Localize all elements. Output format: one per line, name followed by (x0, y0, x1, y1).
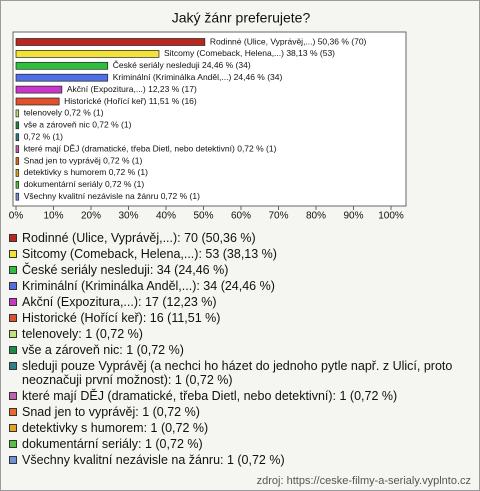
legend-label: dokumentární seriály: 1 (0,72 %) (22, 437, 203, 451)
legend-item: Akční (Expozitura,...): 17 (12,23 %) (9, 295, 459, 309)
x-tick-label: 30% (118, 211, 138, 222)
legend-swatch (9, 456, 17, 464)
bar (15, 121, 20, 130)
legend-item: sleduji pouze Vyprávěj (a nechci ho háze… (9, 359, 459, 387)
bar (15, 73, 109, 82)
legend-item: Snad jen to vyprávěj: 1 (0,72 %) (9, 405, 459, 419)
value-label: Všechny kvalitní nezávisle na žánru 0,72… (24, 191, 200, 201)
bar (15, 38, 206, 46)
value-label: Rodinné (Ulice, Vyprávěj,...) 50,36 % (7… (210, 36, 367, 46)
legend-label: České seriály nesleduji: 34 (24,46 %) (22, 263, 229, 277)
legend-item: vše a zároveň nic: 1 (0,72 %) (9, 343, 459, 357)
bar (15, 157, 20, 165)
legend-item: telenovely: 1 (0,72 %) (9, 327, 459, 341)
source: zdroj: https://ceske-filmy-a-serialy.vyp… (256, 475, 471, 487)
x-tick-label: 80% (306, 211, 326, 222)
legend-swatch (9, 330, 17, 338)
legend-swatch (9, 266, 17, 274)
legend-label: sleduji pouze Vyprávěj (a nechci ho háze… (22, 359, 453, 387)
legend-label: vše a zároveň nic: 1 (0,72 %) (22, 343, 184, 357)
legend-swatch (9, 362, 17, 370)
value-label: Sitcomy (Comeback, Helena,...) 38,13 % (… (164, 48, 335, 58)
bar (15, 61, 109, 70)
bar (15, 50, 160, 58)
legend-label: Rodinné (Ulice, Vyprávěj,...): 70 (50,36… (22, 231, 256, 245)
legend-item: Sitcomy (Comeback, Helena,...): 53 (38,1… (9, 247, 459, 261)
value-label: které mají DĚJ (dramatické, třeba Dietl,… (24, 143, 277, 153)
legend-swatch (9, 392, 17, 400)
value-label: dokumentární seriály 0,72 % (1) (24, 179, 145, 189)
value-label: detektivky s humorem 0,72 % (1) (24, 167, 148, 177)
value-label: telenovely 0,72 % (1) (24, 108, 104, 118)
x-tick-label: 50% (193, 211, 213, 222)
value-label: České seriály nesleduji 24,46 % (34) (113, 60, 251, 70)
legend-swatch (9, 440, 17, 448)
x-tick-label: 60% (231, 211, 251, 222)
legend-swatch (9, 314, 17, 322)
plot-area (12, 31, 407, 207)
bar (15, 169, 20, 177)
legend-swatch (9, 346, 17, 354)
bar (15, 192, 20, 201)
x-tick-label: 90% (343, 211, 363, 222)
legend-swatch (9, 408, 17, 416)
legend-label: detektivky s humorem: 1 (0,72 %) (22, 421, 209, 435)
bar (15, 133, 20, 142)
x-tick-label: 20% (81, 211, 101, 222)
bar (15, 97, 60, 106)
legend-swatch (9, 424, 17, 432)
legend-item: Všechny kvalitní nezávisle na žánru: 1 (… (9, 453, 459, 467)
legend-label: Kriminální (Kriminálka Anděl,...): 34 (2… (22, 279, 275, 293)
legend-label: které mají DĚJ (dramatické, třeba Dietl,… (22, 389, 398, 403)
legend-item: Rodinné (Ulice, Vyprávěj,...): 70 (50,36… (9, 231, 459, 245)
bar (15, 109, 20, 118)
legend-label: Všechny kvalitní nezávisle na žánru: 1 (… (22, 453, 285, 467)
legend-label: Akční (Expozitura,...): 17 (12,23 %) (22, 295, 217, 309)
x-tick-label: 70% (268, 211, 288, 222)
x-tick-label: 10% (43, 211, 63, 222)
value-label: Kriminální (Kriminálka Anděl,...) 24,46 … (113, 72, 283, 82)
legend-item: detektivky s humorem: 1 (0,72 %) (9, 421, 459, 435)
bar (15, 85, 63, 94)
value-label: Akční (Expozitura,...) 12,23 % (17) (67, 84, 197, 94)
legend-label: Snad jen to vyprávěj: 1 (0,72 %) (22, 405, 200, 419)
legend-item: České seriály nesleduji: 34 (24,46 %) (9, 263, 459, 277)
legend-label: Sitcomy (Comeback, Helena,...): 53 (38,1… (22, 247, 277, 261)
legend-label: Historické (Hořící keř): 16 (11,51 %) (22, 311, 221, 325)
legend-swatch (9, 298, 17, 306)
legend-swatch (9, 234, 17, 242)
x-tick-label: 100% (378, 211, 404, 222)
legend-item: dokumentární seriály: 1 (0,72 %) (9, 437, 459, 451)
chart-title: Jaký žánr preferujete? (172, 10, 311, 26)
value-label: Historické (Hořící keř) 11,51 % (16) (64, 96, 197, 106)
legend-swatch (9, 282, 17, 290)
value-label: 0,72 % (1) (24, 131, 63, 141)
legend: Rodinné (Ulice, Vyprávěj,...): 70 (50,36… (9, 231, 459, 469)
legend-item: Kriminální (Kriminálka Anděl,...): 34 (2… (9, 279, 459, 293)
legend-item: které mají DĚJ (dramatické, třeba Dietl,… (9, 389, 459, 403)
legend-swatch (9, 250, 17, 258)
chart: Jaký žánr preferujete? 0% 10% 20% 30% 40% 50%… (9, 10, 407, 222)
bar (15, 180, 20, 189)
x-tick-label: 0% (9, 211, 24, 222)
bar (15, 145, 20, 153)
legend-item: Historické (Hořící keř): 16 (11,51 %) (9, 311, 459, 325)
x-tick-label: 40% (156, 211, 176, 222)
value-label: Snad jen to vyprávěj 0,72 % (1) (24, 155, 143, 165)
legend-label: telenovely: 1 (0,72 %) (22, 327, 143, 341)
value-label: vše a zároveň nic 0,72 % (1) (24, 120, 132, 130)
